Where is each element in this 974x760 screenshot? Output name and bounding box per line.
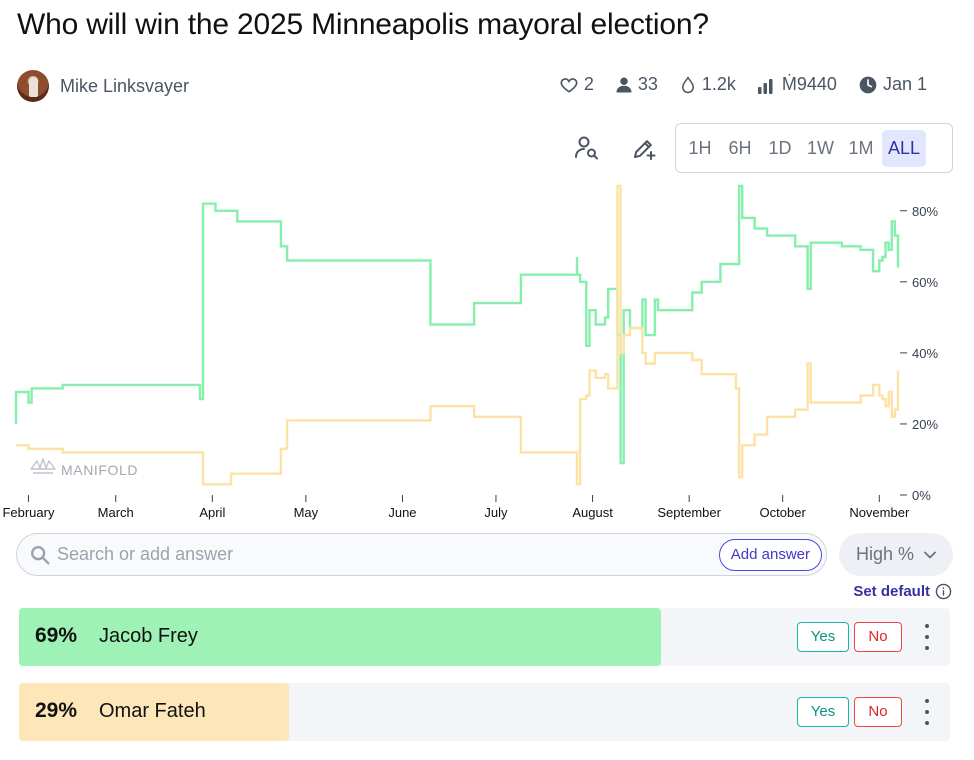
chart-lines <box>14 184 900 486</box>
x-tick-label: August <box>572 505 613 520</box>
clock-icon <box>859 76 877 93</box>
x-tick-label: June <box>388 505 416 520</box>
search-bar: Add answer <box>16 533 827 576</box>
answer-row-fateh[interactable]: 29% Omar Fateh Yes No <box>19 683 950 741</box>
likes-stat[interactable]: 2 <box>559 74 594 95</box>
search-input[interactable] <box>57 544 697 565</box>
add-annotation-button[interactable] <box>630 134 658 162</box>
range-all[interactable]: ALL <box>882 129 927 167</box>
y-tick-label: 60% <box>912 275 938 290</box>
x-tick-label: March <box>98 505 134 520</box>
range-1m[interactable]: 1M <box>848 137 874 158</box>
close-date: Jan 1 <box>882 74 927 94</box>
author-name[interactable]: Mike Linksvayer <box>60 75 190 96</box>
market-stats: 2 33 1.2k Ṁ9440 Jan 1 <box>559 74 927 95</box>
traders-stat: 33 <box>615 74 658 95</box>
answer-percent: 29% <box>35 699 78 722</box>
range-6h[interactable]: 6H <box>728 137 752 158</box>
y-tick-label: 0% <box>912 488 931 503</box>
buy-yes-button[interactable]: Yes <box>797 697 849 727</box>
droplet-icon <box>681 76 694 93</box>
x-tick-label: September <box>657 505 721 520</box>
answer-percent: 69% <box>35 624 78 647</box>
pencil-plus-icon <box>634 140 656 160</box>
x-tick-label: May <box>294 505 319 520</box>
buy-no-button[interactable]: No <box>854 697 902 727</box>
sort-dropdown[interactable]: High % <box>839 533 953 576</box>
buy-yes-button[interactable]: Yes <box>797 622 849 652</box>
x-tick-label: October <box>760 505 807 520</box>
info-icon <box>935 583 952 600</box>
x-tick-label: April <box>199 505 225 520</box>
series-line-fateh[interactable] <box>16 184 900 486</box>
manifold-watermark: MANIFOLD <box>30 458 138 478</box>
volume-count: 1.2k <box>701 74 736 94</box>
close-date-stat: Jan 1 <box>858 74 927 95</box>
user-icon <box>616 77 632 92</box>
chevron-down-icon <box>924 551 936 558</box>
chart-axes: 80% 60% 40% 20% 0% February March April May June J… <box>2 204 938 520</box>
y-tick-label: 80% <box>912 204 938 219</box>
add-answer-button[interactable]: Add answer <box>718 539 822 571</box>
range-1d[interactable]: 1D <box>768 137 792 158</box>
set-default-link[interactable]: Set default <box>853 583 952 600</box>
range-1h[interactable]: 1H <box>688 137 712 158</box>
author[interactable]: Mike Linksvayer <box>17 70 189 102</box>
manifold-logo-icon <box>30 458 56 474</box>
answer-row-frey[interactable]: 69% Jacob Frey Yes No <box>19 608 950 666</box>
find-user-button[interactable] <box>573 134 601 162</box>
liquidity-stat: Ṁ9440 <box>757 74 837 95</box>
answer-probability-bar <box>19 683 289 741</box>
x-tick-label: November <box>849 505 910 520</box>
more-options-icon[interactable] <box>922 699 932 725</box>
bar-chart-icon <box>757 78 773 94</box>
more-options-icon[interactable] <box>922 624 932 650</box>
series-line-frey[interactable] <box>14 184 900 465</box>
x-tick-label: July <box>484 505 508 520</box>
watermark-label: MANIFOLD <box>61 462 138 478</box>
set-default-label: Set default <box>853 583 930 600</box>
likes-count: 2 <box>583 74 594 94</box>
y-tick-label: 40% <box>912 346 938 361</box>
y-tick-label: 20% <box>912 417 938 432</box>
range-1w[interactable]: 1W <box>807 137 834 158</box>
heart-icon <box>560 77 578 92</box>
time-range-selector: 1H 6H 1D 1W 1M ALL <box>675 123 953 173</box>
answer-name: Omar Fateh <box>99 700 206 722</box>
avatar[interactable] <box>17 70 49 102</box>
traders-count: 33 <box>637 74 658 94</box>
liquidity-amount: Ṁ9440 <box>781 74 837 94</box>
market-title: Who will win the 2025 Minneapolis mayora… <box>17 8 709 41</box>
x-tick-label: February <box>2 505 55 520</box>
user-search-icon <box>575 136 598 160</box>
probability-chart[interactable]: MANIFOLD 80% 60% 40% 20% 0% February March Apri… <box>0 182 974 522</box>
answer-probability-bar <box>19 608 662 666</box>
sort-label: High % <box>855 544 915 564</box>
search-icon <box>31 545 50 564</box>
volume-stat: 1.2k <box>679 74 736 95</box>
answer-name: Jacob Frey <box>99 625 198 647</box>
buy-no-button[interactable]: No <box>854 622 902 652</box>
